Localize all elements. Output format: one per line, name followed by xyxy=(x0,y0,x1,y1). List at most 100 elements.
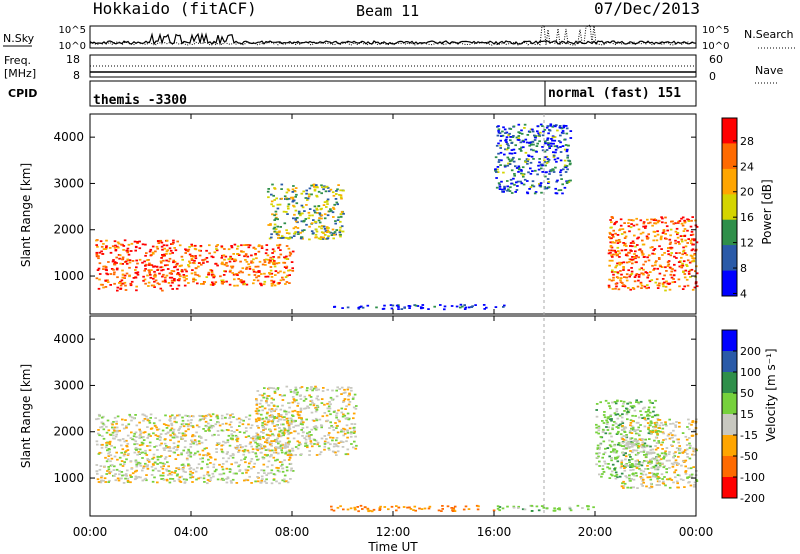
power-cell xyxy=(459,303,463,306)
velocity-cell xyxy=(346,388,350,391)
velocity-cell xyxy=(686,476,689,479)
velocity-cell xyxy=(136,453,139,456)
power-cell xyxy=(336,219,340,221)
velocity-cell xyxy=(257,417,260,420)
velocity-cell xyxy=(261,417,265,420)
power-cell xyxy=(629,245,632,247)
power-cell xyxy=(494,156,498,159)
velocity-cell xyxy=(641,480,644,482)
power-cell xyxy=(181,258,184,261)
velocity-cell xyxy=(147,461,151,463)
velocity-cell xyxy=(283,410,286,413)
velocity-cell xyxy=(186,419,190,422)
velocity-cell xyxy=(640,444,643,446)
power-cell xyxy=(547,143,550,146)
power-cell xyxy=(609,245,613,247)
velocity-cell xyxy=(206,473,210,476)
velocity-cell xyxy=(257,444,261,447)
power-cell xyxy=(95,254,99,257)
velocity-cell xyxy=(677,441,680,444)
power-cell xyxy=(165,274,169,277)
velocity-cell xyxy=(352,446,355,449)
power-cell xyxy=(623,285,627,288)
power-cell xyxy=(510,149,514,151)
date-title: 07/Dec/2013 xyxy=(594,0,700,18)
power-cell xyxy=(143,269,146,272)
velocity-cell xyxy=(651,429,655,432)
velocity-cell xyxy=(249,427,253,429)
velocity-cell xyxy=(97,413,101,416)
velocity-cell xyxy=(652,473,656,475)
power-cell xyxy=(671,220,674,223)
velocity-cell xyxy=(218,442,221,445)
velocity-cell xyxy=(109,434,113,436)
power-cell xyxy=(502,306,505,308)
power-cell xyxy=(241,267,245,270)
velocity-cell xyxy=(146,458,149,460)
velocity-cell xyxy=(105,473,108,475)
velocity-cell xyxy=(288,450,292,453)
velocity-cell xyxy=(647,408,650,411)
velocity-cell xyxy=(346,448,350,451)
velocity-cell xyxy=(657,459,661,462)
power-cell xyxy=(528,188,531,190)
power-cell xyxy=(618,252,621,255)
velocity-cell xyxy=(126,454,130,456)
power-cell xyxy=(551,136,555,139)
velocity-cell xyxy=(656,462,660,464)
velocity-cell xyxy=(280,449,283,452)
velocity-cell xyxy=(687,481,690,484)
power-cell xyxy=(164,276,167,279)
velocity-cell xyxy=(647,462,650,464)
velocity-cell xyxy=(135,443,139,445)
velocity-cell xyxy=(146,467,150,470)
power-cell xyxy=(638,248,642,251)
velocity-cell xyxy=(304,398,308,400)
velocity-cell xyxy=(177,429,180,432)
velocity-cell xyxy=(132,438,136,441)
power-cell xyxy=(690,255,694,258)
velocity-cell xyxy=(676,474,680,476)
velocity-cell xyxy=(283,416,286,418)
velocity-cell xyxy=(111,426,114,429)
power-cell xyxy=(537,168,541,171)
power-cell xyxy=(263,259,266,261)
power-cell xyxy=(230,257,234,260)
velocity-cell xyxy=(125,458,128,461)
velocity-cell xyxy=(190,474,193,477)
velocity-cell xyxy=(188,415,191,418)
power-cell xyxy=(294,231,297,233)
power-cell xyxy=(536,130,539,133)
velocity-cell xyxy=(648,460,652,463)
velocity-cell xyxy=(107,481,110,483)
power-cell xyxy=(673,263,676,266)
power-cell xyxy=(111,245,115,248)
velocity-cell xyxy=(243,458,246,460)
power-cell xyxy=(692,238,696,241)
power-cell xyxy=(315,230,319,233)
power-cell xyxy=(540,191,543,194)
velocity-cell xyxy=(133,451,137,454)
velocity-cell xyxy=(304,442,307,445)
velocity-cell xyxy=(395,509,398,512)
velocity-cell xyxy=(229,437,233,440)
power-cell xyxy=(482,304,486,306)
velocity-cell xyxy=(611,424,615,426)
velocity-cell xyxy=(132,417,136,420)
velocity-cell xyxy=(346,508,350,511)
power-cell xyxy=(159,266,162,269)
power-cell xyxy=(561,183,564,186)
power-cell xyxy=(109,251,113,254)
power-cell xyxy=(676,232,680,234)
power-cell xyxy=(269,224,272,226)
velocity-cell xyxy=(272,440,276,442)
velocity-cell xyxy=(145,415,148,418)
power-cell xyxy=(198,275,201,278)
power-cell xyxy=(279,226,282,228)
velocity-cell xyxy=(691,420,695,422)
velocity-cell xyxy=(662,457,665,459)
velocity-cell xyxy=(354,407,358,410)
velocity-cell xyxy=(266,411,269,414)
velocity-cell xyxy=(622,402,625,405)
power-cell xyxy=(528,144,531,147)
